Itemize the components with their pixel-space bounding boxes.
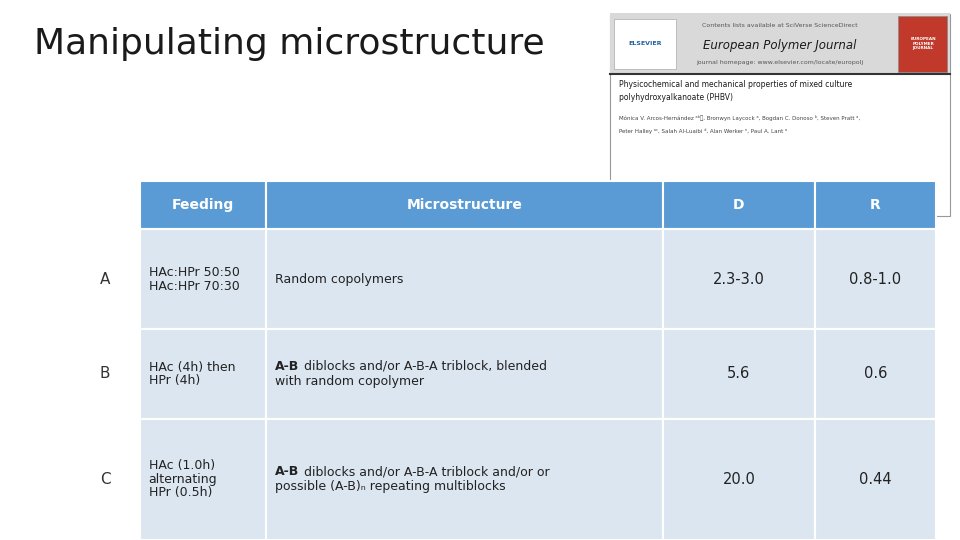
- Text: HAc:HPr 50:50: HAc:HPr 50:50: [149, 266, 239, 279]
- Bar: [663, 418, 814, 540]
- Bar: [266, 230, 663, 329]
- Text: 0.44: 0.44: [859, 472, 892, 487]
- Bar: [663, 230, 814, 329]
- Bar: [814, 181, 936, 230]
- Bar: [814, 418, 936, 540]
- Bar: [814, 329, 936, 418]
- Text: B: B: [100, 367, 110, 381]
- Text: Manipulating microstructure: Manipulating microstructure: [34, 27, 544, 61]
- Text: possible (A-B)ₙ repeating multiblocks: possible (A-B)ₙ repeating multiblocks: [276, 480, 506, 494]
- Text: Mónica V. Arcos-Hernández ᵃᵇᵜ, Bronwyn Laycock ᵃ, Bogdan C. Donoso ᵇ, Steven Pra: Mónica V. Arcos-Hernández ᵃᵇᵜ, Bronwyn L…: [619, 114, 860, 121]
- Text: HPr (4h): HPr (4h): [149, 374, 200, 387]
- Text: 0.8-1.0: 0.8-1.0: [850, 272, 901, 287]
- Text: Contents lists available at SciVerse ScienceDirect: Contents lists available at SciVerse Sci…: [702, 23, 858, 28]
- Bar: [86, 329, 140, 418]
- Text: Microstructure: Microstructure: [406, 198, 522, 212]
- Text: Feeding: Feeding: [172, 198, 234, 212]
- Bar: [614, 19, 676, 69]
- Bar: [663, 329, 814, 418]
- Text: journal homepage: www.elsevier.com/locate/europolj: journal homepage: www.elsevier.com/locat…: [696, 59, 864, 65]
- Text: diblocks and/or A-B-A triblock, blended: diblocks and/or A-B-A triblock, blended: [300, 360, 546, 373]
- Text: 2.3-3.0: 2.3-3.0: [713, 272, 765, 287]
- Bar: [266, 418, 663, 540]
- Text: HPr (0.5h): HPr (0.5h): [149, 486, 212, 500]
- Text: A: A: [100, 272, 110, 287]
- Bar: [663, 181, 814, 230]
- Text: polyhydroxyalkanoate (PHBV): polyhydroxyalkanoate (PHBV): [619, 93, 733, 102]
- Bar: [140, 230, 266, 329]
- Bar: [86, 418, 140, 540]
- Text: D: D: [733, 198, 745, 212]
- Bar: [86, 230, 140, 329]
- Text: A-B: A-B: [276, 360, 300, 373]
- Bar: [266, 329, 663, 418]
- Text: Peter Halley ᵃᶜ, Salah Al-Luaibi ᵈ, Alan Werker ᵉ, Paul A. Lant ᵃ: Peter Halley ᵃᶜ, Salah Al-Luaibi ᵈ, Alan…: [619, 128, 787, 134]
- Text: European Polymer Journal: European Polymer Journal: [704, 38, 856, 52]
- Text: 5.6: 5.6: [728, 367, 751, 381]
- Text: HAc (1.0h): HAc (1.0h): [149, 459, 215, 472]
- Bar: [814, 230, 936, 329]
- Text: 20.0: 20.0: [723, 472, 756, 487]
- Bar: [140, 181, 266, 230]
- Bar: [610, 14, 950, 216]
- Text: HAc (4h) then: HAc (4h) then: [149, 361, 235, 374]
- Text: Random copolymers: Random copolymers: [276, 273, 403, 286]
- Bar: [610, 14, 950, 74]
- Text: R: R: [870, 198, 880, 212]
- Bar: [140, 418, 266, 540]
- Text: 0.6: 0.6: [864, 367, 887, 381]
- Text: A-B: A-B: [276, 465, 300, 478]
- Text: Physicochemical and mechanical properties of mixed culture: Physicochemical and mechanical propertie…: [619, 79, 852, 89]
- Bar: [140, 329, 266, 418]
- Text: EUROPEAN
POLYMER
JOURNAL: EUROPEAN POLYMER JOURNAL: [910, 37, 936, 50]
- Text: diblocks and/or A-B-A triblock and/or or: diblocks and/or A-B-A triblock and/or or: [300, 465, 549, 478]
- Text: HAc:HPr 70:30: HAc:HPr 70:30: [149, 280, 239, 293]
- Text: with random copolymer: with random copolymer: [276, 375, 424, 388]
- Text: ELSEVIER: ELSEVIER: [629, 42, 661, 46]
- Bar: [898, 16, 947, 71]
- Text: C: C: [100, 472, 110, 487]
- Bar: [266, 181, 663, 230]
- Text: alternating: alternating: [149, 472, 217, 486]
